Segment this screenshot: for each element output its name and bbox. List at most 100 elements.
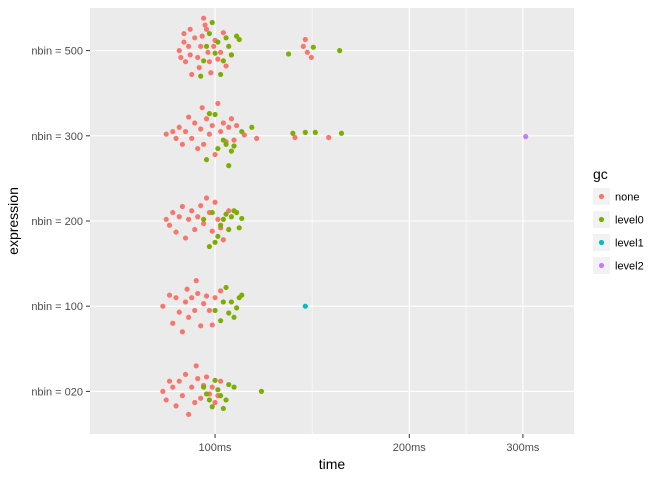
data-point-level0 — [201, 216, 207, 222]
data-point-level0 — [206, 111, 212, 117]
data-point-level0 — [223, 211, 229, 217]
data-point-level0 — [338, 130, 345, 136]
data-point-none — [198, 323, 204, 329]
data-point-none — [199, 105, 205, 111]
data-point-none — [192, 307, 198, 314]
data-point-level1 — [302, 303, 308, 309]
data-point-none — [173, 135, 179, 141]
data-point-none — [304, 49, 310, 55]
data-point-none — [212, 151, 218, 158]
data-point-none — [292, 134, 298, 141]
data-point-level0 — [212, 307, 218, 314]
data-point-none — [187, 26, 193, 32]
data-point-none — [179, 393, 185, 399]
data-point-none — [212, 399, 218, 406]
data-point-none — [173, 295, 179, 301]
x-tick-label-1: 200ms — [393, 442, 427, 454]
data-point-none — [186, 411, 192, 417]
data-point-none — [308, 54, 314, 61]
data-point-level0 — [228, 52, 234, 58]
data-point-none — [201, 15, 207, 21]
x-axis: 100ms 200ms 300ms — [199, 434, 540, 454]
legend-swatch-level0 — [598, 216, 605, 223]
data-point-none — [186, 114, 192, 120]
data-point-none — [203, 195, 210, 201]
legend-swatch-level1 — [598, 239, 605, 246]
data-points — [160, 15, 529, 417]
data-point-none — [160, 388, 166, 394]
data-point-level0 — [223, 35, 229, 41]
data-point-level0 — [206, 30, 212, 37]
data-point-level0 — [218, 318, 224, 324]
data-point-none — [186, 314, 192, 320]
data-point-none — [163, 131, 169, 137]
data-point-level0 — [220, 299, 226, 305]
y-tick-label-3: nbin = 300 — [31, 131, 83, 143]
data-point-none — [166, 292, 173, 298]
data-point-none — [192, 35, 198, 41]
data-point-none — [206, 307, 212, 314]
data-point-level0 — [209, 19, 215, 26]
data-point-none — [300, 43, 306, 49]
data-point-level0 — [226, 43, 232, 49]
data-point-none — [179, 329, 185, 335]
data-point-none — [209, 384, 215, 390]
data-point-none — [170, 384, 176, 390]
legend-title: gc — [593, 166, 608, 182]
data-point-none — [218, 128, 224, 135]
data-point-none — [203, 293, 210, 299]
x-tick-label-0: 100ms — [199, 442, 233, 454]
data-point-none — [176, 378, 182, 384]
data-point-level0 — [223, 284, 229, 291]
x-tick-label-2: 300ms — [506, 442, 540, 454]
data-point-level0 — [239, 128, 245, 135]
data-point-none — [193, 278, 199, 284]
data-point-level0 — [236, 36, 242, 43]
data-point-level0 — [234, 305, 240, 311]
data-point-none — [192, 226, 198, 233]
data-point-level0 — [198, 73, 204, 79]
data-point-none — [192, 120, 198, 126]
data-point-none — [201, 141, 207, 147]
data-point-none — [195, 290, 201, 297]
legend-label-level1: level1 — [615, 238, 644, 250]
data-point-level0 — [310, 44, 316, 50]
data-point-none — [173, 229, 179, 235]
data-point-none — [196, 65, 202, 71]
data-point-level2 — [523, 134, 529, 140]
data-point-none — [189, 135, 195, 141]
y-axis: nbin = 020 nbin = 100 nbin = 200 nbin = 300… — [31, 46, 90, 398]
data-point-none — [198, 395, 204, 401]
data-point-none — [206, 131, 212, 137]
data-point-none — [195, 214, 201, 220]
data-point-none — [220, 120, 226, 126]
data-point-none — [170, 209, 176, 216]
data-point-none — [199, 33, 205, 39]
data-point-level0 — [206, 397, 212, 403]
data-point-none — [203, 26, 210, 32]
data-point-level0 — [201, 384, 207, 390]
data-point-none — [201, 301, 207, 307]
data-point-level0 — [203, 43, 210, 49]
data-point-level0 — [226, 163, 232, 169]
data-point-level0 — [218, 222, 224, 228]
data-point-none — [184, 286, 190, 292]
data-point-level0 — [234, 209, 240, 216]
data-point-level0 — [226, 310, 232, 316]
data-point-level0 — [215, 387, 221, 393]
data-point-level0 — [215, 39, 221, 45]
data-point-none — [176, 124, 182, 130]
data-point-none — [223, 63, 229, 69]
data-point-none — [218, 288, 224, 294]
data-point-level0 — [228, 148, 234, 154]
legend-label-level2: level2 — [615, 261, 644, 273]
y-tick-label-0: nbin = 020 — [31, 386, 83, 398]
data-point-level0 — [212, 377, 218, 383]
data-point-none — [163, 397, 169, 403]
data-point-none — [176, 48, 182, 54]
y-tick-label-2: nbin = 200 — [31, 216, 83, 228]
data-point-level0 — [337, 48, 343, 54]
data-point-none — [182, 299, 189, 305]
data-point-level0 — [290, 130, 296, 136]
data-point-none — [226, 124, 232, 130]
